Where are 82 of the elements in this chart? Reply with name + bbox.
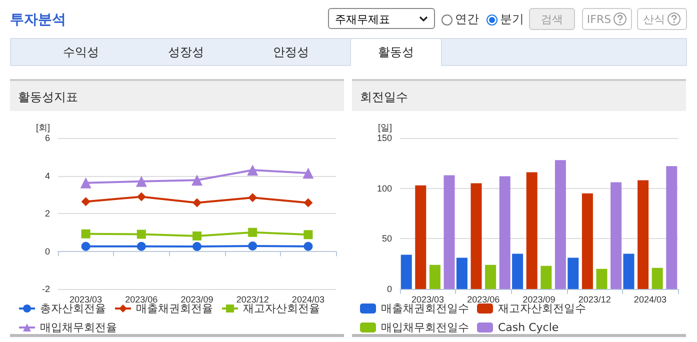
text: 검색	[541, 12, 563, 26]
bar	[540, 266, 552, 289]
y-tick-label: -2	[42, 284, 50, 294]
point	[248, 241, 258, 250]
bar	[429, 264, 440, 289]
y-tick-label: 4	[44, 170, 50, 181]
legend-label: Cash Cycle	[498, 321, 559, 334]
point	[304, 242, 313, 251]
point	[192, 231, 202, 240]
text: 분기	[500, 11, 524, 28]
legend-label: 매입채무회전일수	[381, 321, 469, 334]
point	[192, 198, 202, 208]
legend-label: 재고자산회전일수	[498, 302, 586, 315]
bar	[499, 176, 510, 289]
x-tick-label: 2024/03	[634, 294, 666, 304]
bar	[652, 268, 663, 289]
chart-title: 활동성지표	[10, 81, 344, 111]
x-tick-label: 2023/12	[236, 294, 269, 304]
text: IFRS	[586, 12, 612, 26]
y-tick-label: 100	[376, 183, 392, 194]
legend-label: 매입채무회전율	[40, 321, 117, 334]
point	[248, 193, 258, 202]
chart-title: 회전일수	[352, 81, 686, 111]
legend-label: 총자산회전율	[40, 302, 106, 315]
x-tick-label: 2023/06	[125, 294, 158, 304]
y-axis-title: [일]	[378, 122, 392, 132]
text: 활동성	[350, 38, 442, 66]
text: 안정성	[272, 44, 310, 60]
point	[192, 242, 202, 252]
bar	[582, 193, 593, 289]
point	[302, 168, 314, 179]
bar	[456, 258, 468, 289]
y-tick-label: 2	[44, 208, 50, 218]
bar	[470, 183, 482, 289]
x-tick-label: 2023/03	[70, 294, 102, 304]
y-tick-label: 0	[386, 284, 392, 294]
point	[247, 164, 258, 176]
bar	[512, 254, 524, 289]
point	[136, 230, 146, 239]
y-tick-label: 50	[382, 234, 392, 244]
x-tick-label: 2023/09	[522, 294, 556, 304]
point	[136, 242, 146, 251]
x-tick-label: 2023/06	[467, 294, 500, 304]
x-tick-label: 2023/03	[412, 294, 444, 304]
bar	[444, 175, 455, 289]
point	[304, 230, 313, 240]
point	[136, 176, 147, 187]
x-tick-label: 2023/09	[180, 294, 214, 304]
bar	[526, 172, 538, 289]
legend-label: 매출채권회전율	[136, 302, 213, 315]
bar	[400, 254, 412, 289]
point	[248, 228, 258, 237]
bar	[554, 160, 566, 289]
bar	[610, 182, 622, 289]
x-tick-label: 2024/03	[292, 294, 324, 304]
bar	[485, 264, 496, 289]
point	[81, 242, 90, 251]
text: 수익성	[62, 44, 100, 60]
y-axis-title: [회]	[36, 122, 50, 132]
text: 산식	[643, 12, 665, 26]
point	[80, 177, 92, 188]
point	[81, 197, 90, 206]
point	[81, 229, 90, 238]
bar	[415, 185, 426, 289]
y-tick-label: 6	[44, 133, 50, 143]
point	[136, 192, 146, 202]
text: 투자분석	[10, 11, 66, 29]
text: 연간	[455, 11, 479, 28]
point	[192, 174, 202, 186]
y-tick-label: 0	[44, 246, 50, 256]
x-tick-label: 2023/12	[578, 294, 611, 304]
point	[304, 198, 313, 208]
bar	[568, 258, 579, 289]
bar	[638, 180, 649, 289]
bar	[596, 268, 608, 289]
text: 성장성	[167, 44, 205, 60]
legend-label: 매출채권회전일수	[381, 302, 469, 315]
dropdown: 주재무제표	[328, 8, 435, 29]
legend-label: 재고자산회전율	[243, 302, 320, 315]
y-tick-label: 150	[376, 133, 392, 143]
bar	[623, 254, 634, 289]
bar	[666, 166, 678, 289]
